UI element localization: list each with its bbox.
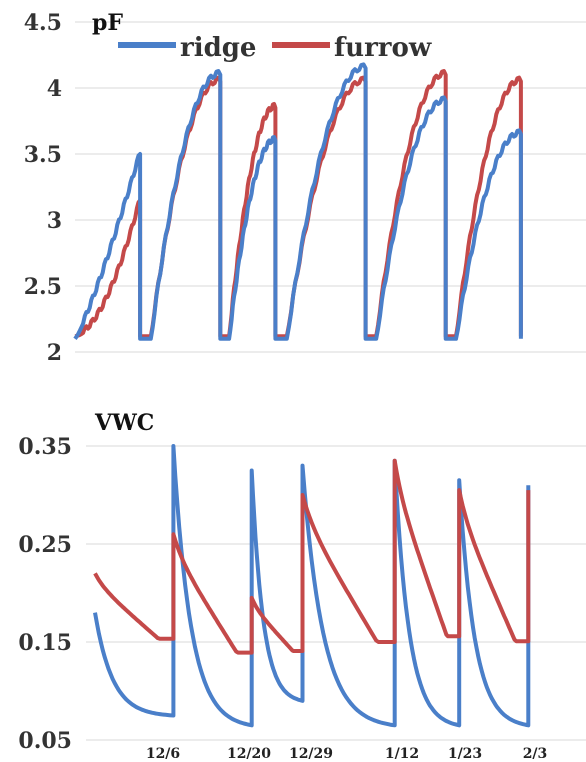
pf-y-tick-label: 3: [47, 208, 62, 234]
vwc-y-tick-label: 0.35: [18, 434, 72, 460]
vwc-series-furrow: [93, 458, 531, 655]
legend-label-ridge: ridge: [180, 33, 256, 63]
pf-y-tick-label: 4.5: [24, 10, 62, 36]
vwc-title: VWC: [94, 410, 154, 436]
vwc-x-tick-label: 1/23: [448, 746, 482, 762]
vwc-x-tick-label: 2/3: [523, 746, 548, 762]
vwc-chart: 0.35 0.25 0.15 0.05 VWC 12/6 12/20 12/29 1/12 1/2…: [18, 410, 586, 762]
pf-chart: 4.5 4 3.5 3 2.5 2 pF ridge furrow: [24, 10, 586, 366]
vwc-y-tick-label: 0.25: [18, 532, 72, 558]
pf-title: pF: [92, 10, 123, 36]
legend-label-furrow: furrow: [334, 33, 432, 63]
vwc-series-ridge: [93, 444, 531, 728]
vwc-x-tick-label: 12/29: [289, 746, 333, 762]
vwc-y-tick-label: 0.05: [18, 728, 72, 754]
vwc-x-tick-label: 12/20: [227, 746, 271, 762]
pf-series-ridge: [73, 62, 523, 341]
pf-y-tick-label: 4: [47, 76, 62, 102]
pf-y-tick-label: 2: [47, 340, 62, 366]
pf-y-tick-label: 2.5: [24, 274, 62, 300]
vwc-y-tick-label: 0.15: [18, 630, 72, 656]
pf-y-tick-label: 3.5: [24, 142, 62, 168]
vwc-x-tick-label: 1/12: [385, 746, 419, 762]
vwc-x-tick-label: 12/6: [146, 746, 180, 762]
